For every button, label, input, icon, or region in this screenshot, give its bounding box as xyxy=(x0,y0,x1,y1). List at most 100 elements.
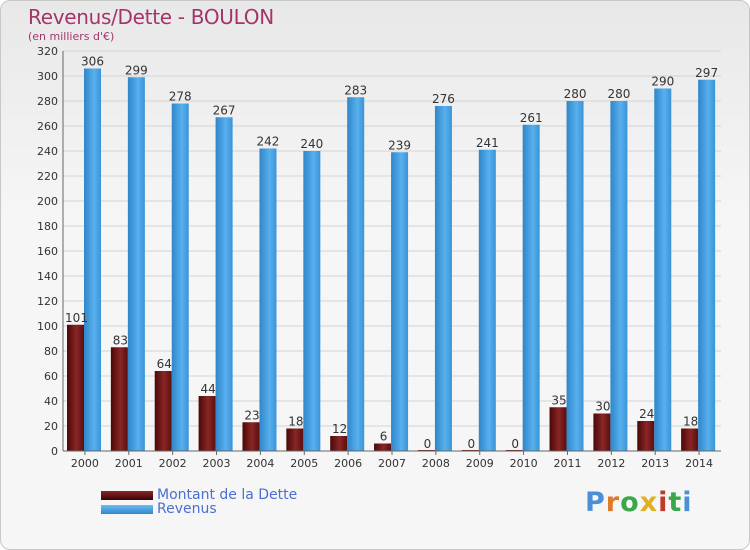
revenue-bar xyxy=(654,88,672,451)
debt-value-label: 0 xyxy=(467,437,475,451)
revenue-value-label: 240 xyxy=(300,137,323,151)
revenue-value-label: 283 xyxy=(344,83,367,97)
y-tick-label: 180 xyxy=(37,220,58,233)
debt-value-label: 64 xyxy=(157,357,172,371)
debt-value-label: 23 xyxy=(244,408,259,422)
legend-swatch-revenue xyxy=(101,504,153,514)
revenue-bar xyxy=(434,106,452,451)
x-tick-label: 2013 xyxy=(641,457,669,470)
debt-bar xyxy=(637,421,655,451)
y-tick-label: 300 xyxy=(37,70,58,83)
x-tick-label: 2009 xyxy=(466,457,494,470)
revenue-bar xyxy=(303,151,321,451)
revenue-bar xyxy=(478,149,496,451)
legend-swatch-debt xyxy=(101,490,153,500)
y-tick-label: 20 xyxy=(44,420,58,433)
y-tick-label: 260 xyxy=(37,120,58,133)
debt-bar xyxy=(330,436,348,451)
y-tick-label: 120 xyxy=(37,295,58,308)
revenue-bar xyxy=(610,101,628,451)
x-tick-label: 2006 xyxy=(334,457,362,470)
revenue-bar xyxy=(259,148,277,451)
revenue-bar xyxy=(171,103,189,451)
logo-letter: o xyxy=(620,487,640,518)
debt-bar xyxy=(198,396,216,451)
y-tick-label: 200 xyxy=(37,195,58,208)
y-tick-label: 220 xyxy=(37,170,58,183)
revenue-bar xyxy=(522,124,540,451)
legend-item-debt: Montant de la Dette xyxy=(101,487,297,503)
x-tick-label: 2014 xyxy=(685,457,713,470)
debt-value-label: 44 xyxy=(200,382,215,396)
logo-letter: i xyxy=(682,487,693,518)
legend-item-revenue: Revenus xyxy=(101,501,217,517)
y-tick-label: 80 xyxy=(44,345,58,358)
revenue-bar xyxy=(347,97,365,451)
revenue-value-label: 290 xyxy=(651,75,674,89)
logo-letter: r xyxy=(605,487,621,518)
revenue-value-label: 306 xyxy=(81,55,104,69)
revenue-value-label: 299 xyxy=(125,63,148,77)
y-tick-label: 320 xyxy=(37,45,58,58)
proxiti-logo: Proxiti xyxy=(585,487,693,518)
revenue-bar xyxy=(127,77,145,451)
debt-value-label: 83 xyxy=(113,333,128,347)
revenue-bar xyxy=(698,79,716,451)
revenue-value-label: 241 xyxy=(476,136,499,150)
debt-value-label: 6 xyxy=(380,430,388,444)
debt-value-label: 35 xyxy=(551,393,566,407)
debt-bar xyxy=(374,443,392,451)
debt-value-label: 24 xyxy=(639,407,654,421)
y-tick-label: 240 xyxy=(37,145,58,158)
x-tick-label: 2011 xyxy=(553,457,581,470)
revenue-value-label: 267 xyxy=(213,103,236,117)
x-tick-label: 2007 xyxy=(378,457,406,470)
x-tick-label: 2005 xyxy=(290,457,318,470)
y-tick-label: 40 xyxy=(44,395,58,408)
revenue-value-label: 242 xyxy=(257,135,280,149)
x-tick-label: 2002 xyxy=(159,457,187,470)
logo-letter: P xyxy=(585,487,606,518)
debt-bar xyxy=(549,407,567,451)
debt-bar xyxy=(286,428,304,451)
x-tick-label: 2001 xyxy=(115,457,143,470)
debt-value-label: 0 xyxy=(424,437,432,451)
debt-bar xyxy=(681,428,699,451)
y-tick-label: 0 xyxy=(51,445,58,458)
debt-bar xyxy=(110,347,128,451)
debt-value-label: 18 xyxy=(288,415,303,429)
debt-value-label: 12 xyxy=(332,422,347,436)
y-tick-label: 280 xyxy=(37,95,58,108)
logo-letter: x xyxy=(639,487,659,518)
x-tick-label: 2004 xyxy=(246,457,274,470)
x-tick-label: 2008 xyxy=(422,457,450,470)
revenue-value-label: 276 xyxy=(432,92,455,106)
debt-bar xyxy=(154,371,172,451)
chart-title: Revenus/Dette - BOULON xyxy=(28,5,274,29)
legend-label-revenue: Revenus xyxy=(157,501,217,517)
y-tick-label: 100 xyxy=(37,320,58,333)
debt-bar xyxy=(242,422,260,451)
debt-value-label: 101 xyxy=(65,311,88,325)
revenue-bar xyxy=(215,117,233,451)
revenue-value-label: 297 xyxy=(695,66,718,80)
revenue-value-label: 239 xyxy=(388,138,411,152)
x-tick-label: 2012 xyxy=(597,457,625,470)
y-tick-label: 60 xyxy=(44,370,58,383)
y-tick-label: 160 xyxy=(37,245,58,258)
y-tick-label: 140 xyxy=(37,270,58,283)
x-tick-label: 2003 xyxy=(203,457,231,470)
revenue-bar xyxy=(391,152,409,451)
revenue-value-label: 280 xyxy=(607,87,630,101)
legend-label-debt: Montant de la Dette xyxy=(157,487,298,503)
debt-bar xyxy=(67,324,84,451)
revenue-value-label: 280 xyxy=(564,87,587,101)
debt-value-label: 18 xyxy=(683,415,698,429)
debt-bar xyxy=(593,413,611,451)
revenue-value-label: 278 xyxy=(169,90,192,104)
x-tick-label: 2010 xyxy=(510,457,538,470)
debt-value-label: 0 xyxy=(511,437,519,451)
debt-value-label: 30 xyxy=(595,400,610,414)
